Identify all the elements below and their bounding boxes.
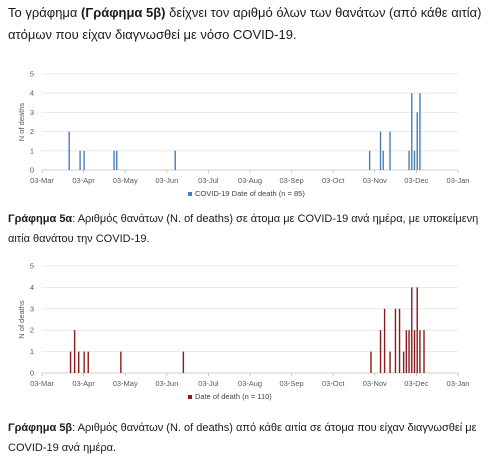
legend-swatch [188, 192, 192, 196]
x-tick-label-6: 03-Sep [280, 176, 304, 185]
deaths-chart-5b: 0 1 2 3 4 5 03-Mar 03-Apr 03-May 03-Jun 03-Jul 03-A… [17, 262, 470, 402]
x-tick-label-5: 03-Aug [238, 379, 262, 388]
bar-2020-11-07 [379, 330, 382, 373]
y-tick-label-4: 4 [30, 89, 34, 98]
y-tick-label-5: 5 [30, 262, 34, 271]
x-tick-label-2: 03-May [113, 379, 138, 388]
y-axis-title: N of deaths [17, 103, 26, 142]
bar-2020-10-30 [368, 150, 371, 170]
bar-2020-11-30 [411, 93, 413, 170]
bar-2020-12-02 [413, 330, 416, 373]
x-tick-label-3: 03-Jun [155, 176, 178, 185]
bar-2020-11-24 [402, 351, 405, 373]
x-tick-label-0: 03-Mar [30, 379, 54, 388]
intro-paragraph: Το γράφημα (Γράφημα 5β) δείχνει τον αριθ… [8, 2, 488, 46]
bar-2020-03-31 [79, 150, 81, 170]
y-tick-label-0: 0 [30, 369, 34, 378]
x-tick-label-2: 03-May [113, 176, 138, 185]
y-tick-label-2: 2 [30, 326, 34, 335]
legend-label: COVID-19 Date of death (n = 85) [195, 189, 305, 198]
y-tick-label-3: 3 [30, 304, 34, 313]
x-tick-label-10: 03-Jan [447, 176, 470, 185]
bar-2020-11-21 [398, 308, 401, 373]
bar-2020-04-25 [113, 150, 115, 170]
x-tick-label-3: 03-Jun [155, 379, 178, 388]
caption-5b-label: Γράφημα 5β [8, 422, 73, 434]
bar-2020-11-28 [408, 150, 410, 170]
y-tick-label-0: 0 [30, 166, 34, 175]
intro-text-bold: (Γράφημα 5β) [81, 5, 166, 20]
bar-2020-12-09 [423, 330, 425, 373]
x-tick-label-1: 03-Apr [72, 176, 95, 185]
bar-2020-12-04 [416, 287, 418, 373]
caption-5a-text: : Αριθμός θανάτων (N. of deaths) σε άτομ… [8, 213, 479, 245]
bar-2020-06-15 [182, 351, 185, 373]
caption-5b: Γράφημα 5β: Αριθμός θανάτων (N. of death… [8, 418, 488, 458]
bar-2020-03-23 [68, 131, 70, 170]
x-tick-label-4: 03-Jul [198, 176, 219, 185]
y-tick-label-1: 1 [30, 146, 34, 155]
bar-2020-03-27 [73, 330, 76, 373]
x-tick-label-1: 03-Apr [72, 379, 95, 388]
bar-2020-12-06 [419, 330, 421, 373]
intro-text-after: δείχνει τον αριθμό όλων των θανάτων (από… [8, 5, 482, 42]
bar-2020-04-30 [120, 351, 122, 373]
intro-text-before: Το γράφημα [8, 5, 82, 20]
x-tick-label-9: 03-Dec [404, 379, 428, 388]
bar-2020-04-03 [83, 150, 85, 170]
bar-2020-11-14 [389, 131, 391, 170]
y-tick-label-2: 2 [30, 127, 34, 136]
bar-2020-06-09 [174, 150, 176, 170]
y-tick-label-1: 1 [30, 347, 34, 356]
bar-2020-12-02 [413, 150, 416, 170]
x-tick-label-7: 03-Oct [322, 379, 345, 388]
bar-2020-11-07 [379, 131, 382, 170]
x-tick-label-0: 03-Mar [30, 176, 54, 185]
x-tick-label-4: 03-Jul [198, 379, 219, 388]
bar-2020-11-30 [411, 287, 413, 373]
bar-2020-11-18 [394, 308, 397, 373]
y-tick-label-4: 4 [30, 283, 34, 292]
legend-swatch [188, 395, 192, 399]
bar-2020-03-24 [69, 351, 72, 373]
legend-label: Date of death (n = 110) [195, 392, 272, 401]
bar-2020-11-26 [405, 330, 408, 373]
caption-5a-label: Γράφημα 5α [8, 213, 73, 225]
x-tick-label-8: 03-Nov [363, 176, 387, 185]
y-tick-label-3: 3 [30, 108, 34, 117]
x-tick-label-8: 03-Nov [363, 379, 387, 388]
bar-2020-04-06 [87, 351, 89, 373]
bar-2020-04-03 [83, 351, 85, 373]
x-tick-label-6: 03-Sep [280, 379, 304, 388]
bar-2020-11-28 [408, 330, 410, 373]
caption-5b-text: : Αριθμός θανάτων (N. of deaths) από κάθ… [8, 422, 477, 454]
y-tick-label-5: 5 [30, 70, 34, 79]
bar-2020-12-06 [419, 93, 421, 170]
deaths-chart-5a: 0 1 2 3 4 5 03-Mar 03-Apr 03-May 03-Jun 03-Jul 03-A… [17, 70, 470, 199]
bar-2020-04-27 [116, 150, 118, 170]
bar-2020-11-09 [382, 150, 384, 170]
bar-2020-12-04 [416, 112, 418, 170]
bar-2020-11-14 [389, 351, 391, 373]
x-tick-label-10: 03-Jan [447, 379, 470, 388]
x-tick-label-7: 03-Oct [322, 176, 345, 185]
x-tick-label-9: 03-Dec [404, 176, 428, 185]
y-axis-title: N of deaths [17, 300, 26, 339]
bar-2020-03-30 [78, 351, 80, 373]
bar-2020-11-10 [383, 308, 386, 373]
x-tick-label-5: 03-Aug [238, 176, 262, 185]
bar-2020-10-31 [370, 351, 372, 373]
caption-5a: Γράφημα 5α: Αριθμός θανάτων (N. of death… [8, 209, 488, 249]
